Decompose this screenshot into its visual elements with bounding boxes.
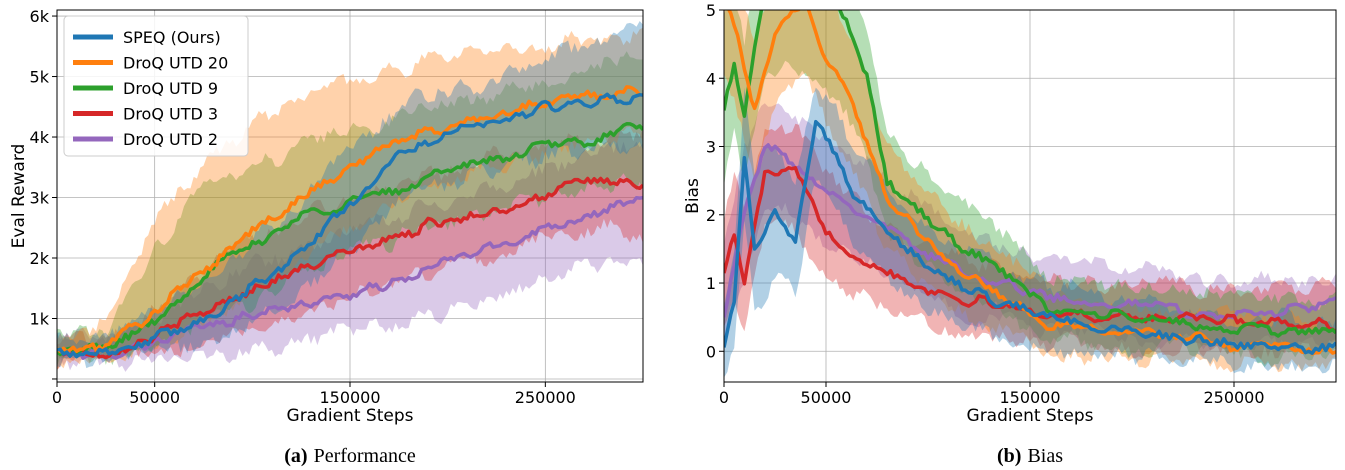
y-tick-label: 1 (706, 274, 716, 293)
x-tick-label: 0 (719, 388, 729, 407)
caption-letter: (b) (997, 445, 1021, 467)
y-tick-label: 1k (30, 309, 50, 328)
x-tick-label: 250000 (1203, 388, 1264, 407)
legend-label: DroQ UTD 9 (123, 79, 218, 98)
bias-chart: 0 50000 150000 250000 0 1 2 3 4 5 Gradient Steps… (683, 0, 1336, 467)
legend: SPEQ (Ours) DroQ UTD 20 DroQ UTD 9 DroQ UTD… (64, 16, 248, 156)
y-axis-label: Eval Reward (9, 144, 29, 249)
caption-b: (b) Bias (997, 445, 1063, 467)
y-tick-label: 3k (30, 189, 50, 208)
x-axis-label: Gradient Steps (967, 406, 1094, 426)
caption-text: Performance (314, 445, 416, 467)
legend-label: DroQ UTD 3 (123, 105, 218, 124)
caption-a: (a) Performance (284, 445, 416, 467)
caption-letter: (a) (284, 445, 307, 467)
y-axis-label: Bias (683, 178, 703, 214)
y-tick-label: 2 (706, 206, 716, 225)
y-ticks: 1k 2k 3k 4k 5k 6k (30, 7, 57, 379)
x-ticks: 0 50000 150000 250000 (719, 382, 1265, 407)
x-tick-label: 0 (52, 388, 62, 407)
caption-text: Bias (1027, 445, 1063, 467)
performance-chart: 0 50000 150000 250000 1k 2k 3k 4k 5k 6k Gradient… (9, 7, 643, 467)
x-tick-label: 50000 (801, 388, 852, 407)
y-ticks: 0 1 2 3 4 5 (706, 1, 724, 361)
legend-label: SPEQ (Ours) (123, 28, 221, 47)
y-tick-label: 5 (706, 1, 716, 20)
legend-label: DroQ UTD 20 (123, 54, 228, 73)
x-tick-label: 150000 (319, 388, 380, 407)
y-tick-label: 5k (30, 68, 50, 87)
y-tick-label: 4 (706, 69, 716, 88)
x-tick-label: 150000 (999, 388, 1060, 407)
y-tick-label: 6k (30, 7, 50, 26)
y-tick-label: 3 (706, 138, 716, 157)
legend-label: DroQ UTD 2 (123, 130, 218, 149)
x-axis-label: Gradient Steps (287, 406, 414, 426)
x-ticks: 0 50000 150000 250000 (52, 382, 576, 407)
y-tick-label: 2k (30, 249, 50, 268)
x-tick-label: 250000 (515, 388, 576, 407)
x-tick-label: 50000 (129, 388, 180, 407)
y-tick-label: 4k (30, 128, 50, 147)
y-tick-label: 0 (706, 342, 716, 361)
